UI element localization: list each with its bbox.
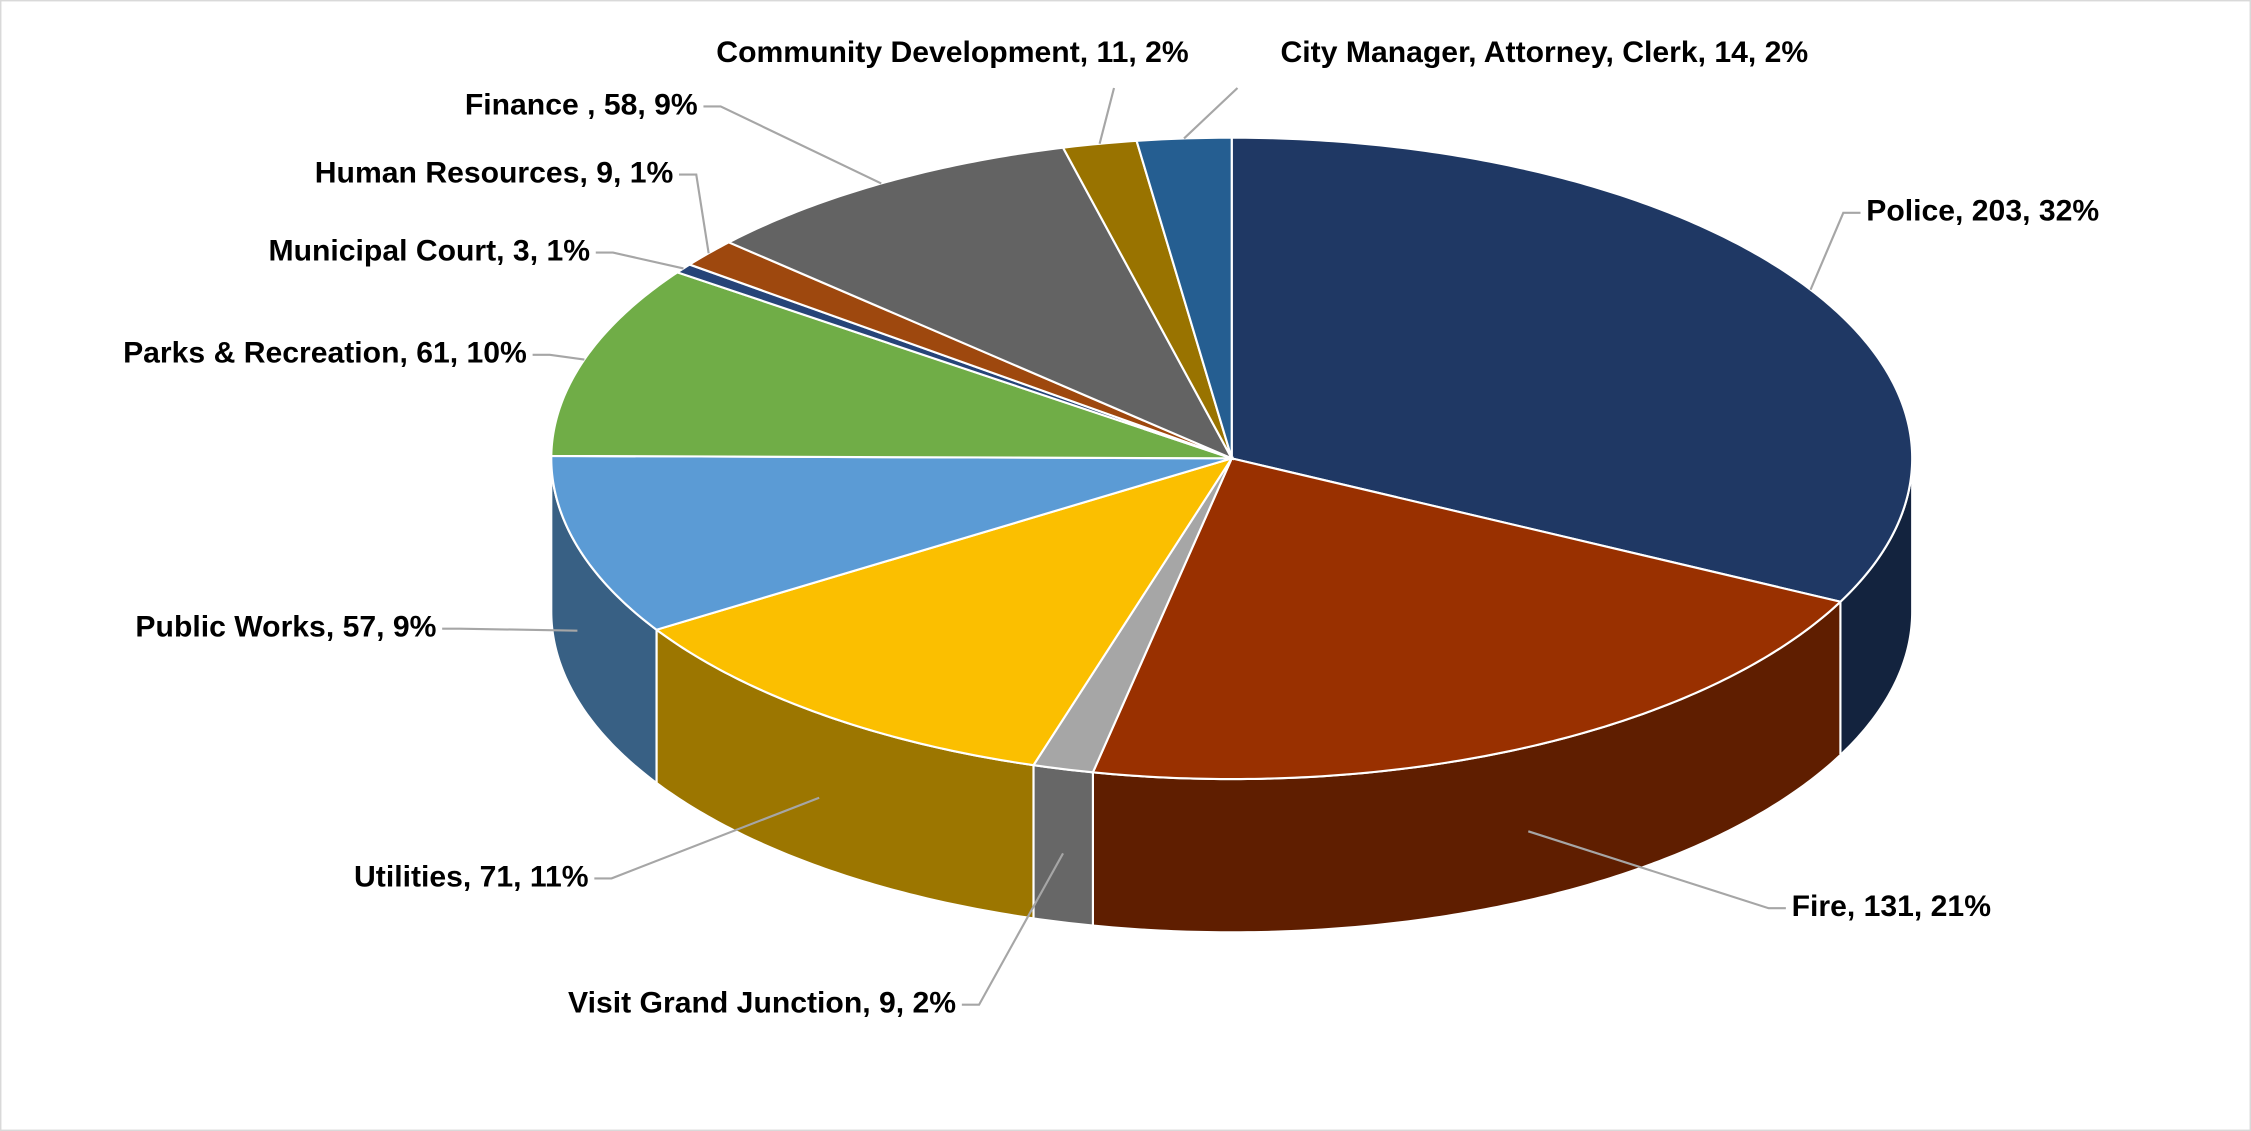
leader-line (679, 173, 710, 254)
leader-line (703, 105, 882, 185)
slice (550, 271, 1233, 460)
data-label: Fire, 131, 21% (1792, 890, 1991, 923)
leader-line (1098, 87, 1116, 145)
leader-line (1809, 211, 1861, 291)
leader-line (1183, 87, 1239, 140)
data-label: Visit Grand Junction, 9, 2% (568, 987, 956, 1020)
data-label: Human Resources, 9, 1% (315, 157, 673, 190)
slice (726, 146, 1235, 461)
slice (654, 456, 1235, 767)
leader-line (1527, 830, 1786, 910)
leader-line (442, 627, 578, 632)
leader-line (594, 796, 820, 880)
data-label: Community Development, 11, 2% (716, 36, 1188, 69)
data-label: Parks & Recreation, 61, 10% (123, 337, 527, 370)
leader-line (595, 251, 684, 270)
slice (1091, 457, 1843, 781)
data-label: Finance , 58, 9% (465, 88, 698, 121)
data-label: Public Works, 57, 9% (135, 611, 436, 644)
data-label: Police, 203, 32% (1866, 195, 2099, 228)
data-label: Municipal Court, 3, 1% (268, 235, 590, 268)
leader-line (532, 353, 585, 361)
data-label: Utilities, 71, 11% (354, 860, 589, 893)
slice (1135, 136, 1233, 459)
leader-line (961, 852, 1064, 1006)
slice-side (1032, 763, 1095, 927)
slice (550, 454, 1233, 631)
data-label: City Manager, Attorney, Clerk, 14, 2% (1281, 36, 1809, 69)
